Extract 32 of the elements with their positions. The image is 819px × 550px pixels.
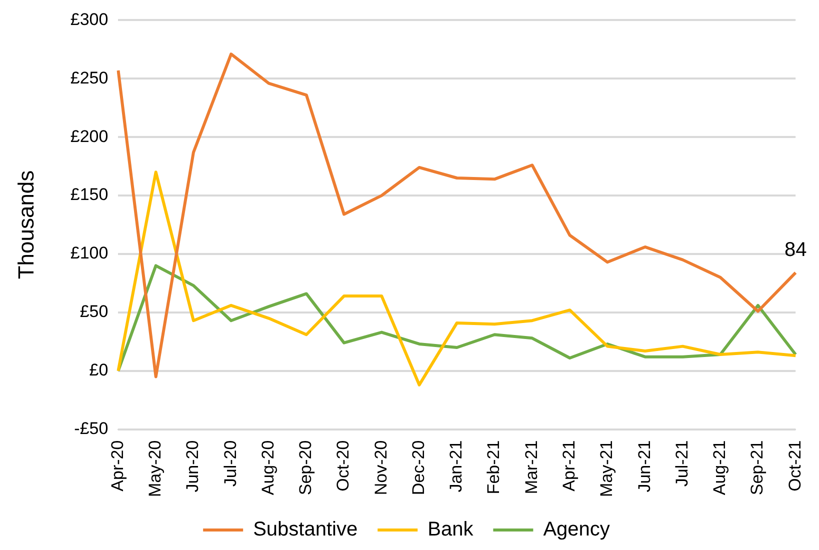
x-tick-label: Nov-20 xyxy=(371,440,390,496)
y-tick-label: £100 xyxy=(70,244,108,263)
y-tick-label: £150 xyxy=(70,185,108,204)
x-tick-label: Jan-21 xyxy=(446,440,466,492)
x-tick-label: May-21 xyxy=(597,440,616,497)
x-tick-label: Feb-21 xyxy=(484,440,504,494)
x-tick-label: Apr-20 xyxy=(108,440,127,492)
y-tick-label: £50 xyxy=(80,302,108,322)
x-tick-label: May-20 xyxy=(146,440,165,497)
legend-label: Agency xyxy=(543,518,610,541)
x-tick-label: Jul-21 xyxy=(672,440,692,487)
y-axis-title: Thousands xyxy=(13,170,38,280)
x-tick-label: Dec-20 xyxy=(408,440,428,496)
x-tick-label: Oct-21 xyxy=(785,440,804,492)
x-tick-label: Mar-21 xyxy=(522,440,541,494)
x-tick-label: Oct-20 xyxy=(334,440,353,492)
y-tick-label: £200 xyxy=(70,126,108,146)
x-tick-label: Jun-20 xyxy=(183,440,202,492)
y-tick-label: £250 xyxy=(70,68,108,88)
y-tick-label: £300 xyxy=(70,10,108,29)
x-tick-label: Aug-21 xyxy=(710,440,730,496)
x-tick-label: Sep-20 xyxy=(296,440,316,496)
legend-label: Bank xyxy=(428,518,474,541)
y-tick-label: £0 xyxy=(89,360,108,380)
data-label: 84 xyxy=(784,239,807,262)
y-tick-label: -£50 xyxy=(74,419,108,438)
legend-label: Substantive xyxy=(253,518,358,541)
x-tick-label: Jun-21 xyxy=(634,440,654,492)
x-tick-label: Jul-20 xyxy=(220,440,240,487)
x-tick-label: Aug-20 xyxy=(258,440,278,496)
x-tick-label: Sep-21 xyxy=(748,440,767,496)
x-tick-label: Apr-21 xyxy=(559,440,578,492)
